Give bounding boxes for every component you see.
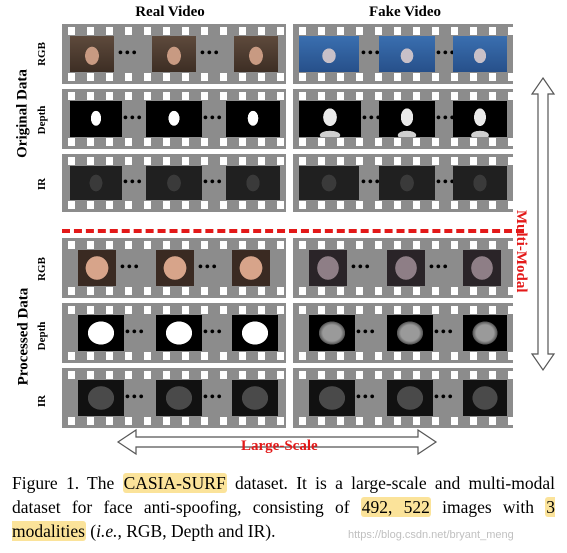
video-frame xyxy=(379,166,435,200)
face-crop xyxy=(232,380,278,416)
face-crop xyxy=(309,250,347,286)
ellipsis: ••• xyxy=(203,325,224,340)
ellipsis: ••• xyxy=(203,175,224,190)
figure-caption: Figure 1. The CASIA-SURF dataset. It is … xyxy=(12,471,555,543)
ellipsis: ••• xyxy=(125,390,146,405)
large-scale-arrow-icon xyxy=(116,428,438,456)
video-frame xyxy=(70,101,122,137)
film-strip-processed-fake-depth: ••• ••• xyxy=(293,303,513,363)
face-crop xyxy=(156,315,202,351)
ellipsis: ••• xyxy=(203,390,224,405)
video-frame xyxy=(152,36,196,72)
ellipsis: ••• xyxy=(123,175,144,190)
video-frame xyxy=(379,36,435,72)
video-frame xyxy=(299,101,361,137)
film-strip-real-ir: ••• ••• xyxy=(62,154,286,212)
video-frame xyxy=(70,166,122,200)
row-label-depth-original: Depth xyxy=(36,105,48,135)
face-crop xyxy=(387,380,433,416)
ellipsis: ••• xyxy=(125,325,146,340)
row-label-depth-processed: Depth xyxy=(36,321,48,351)
ellipsis: ••• xyxy=(120,260,141,275)
video-frame xyxy=(453,166,507,200)
video-frame xyxy=(70,36,114,72)
film-strip-real-depth: ••• ••• xyxy=(62,89,286,149)
video-frame xyxy=(453,36,507,72)
film-strip-real-rgb: ••• ••• xyxy=(62,24,286,84)
ellipsis: ••• xyxy=(356,390,377,405)
ellipsis: ••• xyxy=(436,46,457,61)
ellipsis: ••• xyxy=(361,46,382,61)
caption-text: , RGB, Depth and IR). xyxy=(117,521,276,541)
row-label-ir-original: IR xyxy=(36,177,48,191)
face-crop xyxy=(232,250,270,286)
film-strip-processed-fake-ir: ••• ••• xyxy=(293,368,513,428)
video-frame xyxy=(299,36,359,72)
ellipsis: ••• xyxy=(429,260,450,275)
real-video-header: Real Video xyxy=(135,4,205,20)
face-crop xyxy=(156,380,202,416)
face-crop xyxy=(463,250,501,286)
caption-prefix: Figure 1. The xyxy=(12,473,123,493)
ellipsis: ••• xyxy=(123,111,144,126)
film-strip-processed-real-depth: ••• ••• xyxy=(62,303,286,363)
row-label-rgb-processed: RGB xyxy=(36,257,48,281)
video-frame xyxy=(226,101,280,137)
ellipsis: ••• xyxy=(356,325,377,340)
ellipsis: ••• xyxy=(362,111,383,126)
ellipsis: ••• xyxy=(434,325,455,340)
fake-video-header: Fake Video xyxy=(368,4,442,20)
caption-ie: i.e. xyxy=(96,521,118,541)
video-frame xyxy=(379,101,435,137)
face-crop xyxy=(463,380,507,416)
face-crop xyxy=(78,380,124,416)
ellipsis: ••• xyxy=(436,175,457,190)
row-label-rgb-original: RGB xyxy=(36,42,48,66)
face-crop xyxy=(387,250,425,286)
face-crop xyxy=(156,250,194,286)
watermark: https://blog.csdn.net/bryant_meng xyxy=(348,529,514,541)
video-frame xyxy=(299,166,359,200)
face-crop xyxy=(387,315,433,351)
film-strip-processed-real-rgb: ••• ••• xyxy=(62,238,286,298)
film-strip-processed-fake-rgb: ••• ••• xyxy=(293,238,513,298)
film-strip-fake-rgb: ••• ••• xyxy=(293,24,513,84)
ellipsis: ••• xyxy=(200,46,221,61)
face-crop xyxy=(309,380,355,416)
video-frame xyxy=(226,166,280,200)
face-crop xyxy=(232,315,278,351)
ellipsis: ••• xyxy=(361,175,382,190)
processed-data-label: Processed Data xyxy=(15,287,32,386)
dataset-name-highlight: CASIA-SURF xyxy=(122,473,227,493)
face-crop xyxy=(78,250,116,286)
face-crop xyxy=(78,315,124,351)
ellipsis: ••• xyxy=(351,260,372,275)
ellipsis: ••• xyxy=(198,260,219,275)
row-label-ir-processed: IR xyxy=(36,394,48,408)
ellipsis: ••• xyxy=(118,46,139,61)
ellipsis: ••• xyxy=(203,111,224,126)
video-frame xyxy=(453,101,507,137)
video-frame xyxy=(146,101,202,137)
original-data-label: Original Data xyxy=(14,69,31,158)
multi-modal-arrow-icon xyxy=(530,76,556,372)
video-frame xyxy=(146,166,202,200)
face-crop xyxy=(309,315,355,351)
film-strip-processed-real-ir: ••• ••• xyxy=(62,368,286,428)
caption-text: images with xyxy=(430,497,546,517)
face-crop xyxy=(463,315,507,351)
section-divider xyxy=(62,229,524,233)
caption-text: ( xyxy=(85,521,97,541)
multi-modal-label: Multi-Modal xyxy=(513,210,529,293)
ellipsis: ••• xyxy=(434,390,455,405)
video-frame xyxy=(234,36,278,72)
film-strip-fake-ir: ••• ••• xyxy=(293,154,513,212)
film-strip-fake-depth: ••• ••• xyxy=(293,89,513,149)
ellipsis: ••• xyxy=(436,111,457,126)
caption-text: dataset. It is a large-scale and multi-m… xyxy=(12,473,555,517)
large-scale-label: Large-Scale xyxy=(241,438,318,454)
image-count-highlight: 492, 522 xyxy=(360,497,431,517)
